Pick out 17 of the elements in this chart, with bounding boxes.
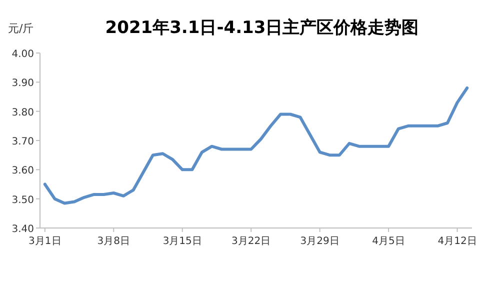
y-tick-label: 4.00 (12, 49, 34, 60)
x-tick-label: 3月15日 (162, 236, 202, 247)
y-tick-label: 3.50 (12, 194, 34, 206)
x-tick-label: 4月5日 (372, 236, 405, 247)
y-tick-label: 3.80 (12, 107, 34, 118)
y-tick-label: 3.40 (12, 224, 34, 235)
y-axis-title: 元/斤 (8, 22, 34, 35)
y-tick-label: 3.90 (12, 78, 34, 90)
y-tick-label: 3.70 (12, 136, 34, 148)
line-series (43, 86, 469, 205)
chart-title: 2021年3.1日-4.13日主产区价格走势图 (105, 18, 419, 38)
y-tick-label: 3.60 (12, 166, 34, 177)
x-tick-label: 3月22日 (232, 236, 271, 247)
x-tick-label: 3月29日 (300, 236, 340, 247)
x-tick-label: 3月1日 (28, 236, 62, 247)
x-tick-label: 4月12日 (438, 236, 477, 247)
x-tick-label: 3月8日 (97, 236, 130, 247)
